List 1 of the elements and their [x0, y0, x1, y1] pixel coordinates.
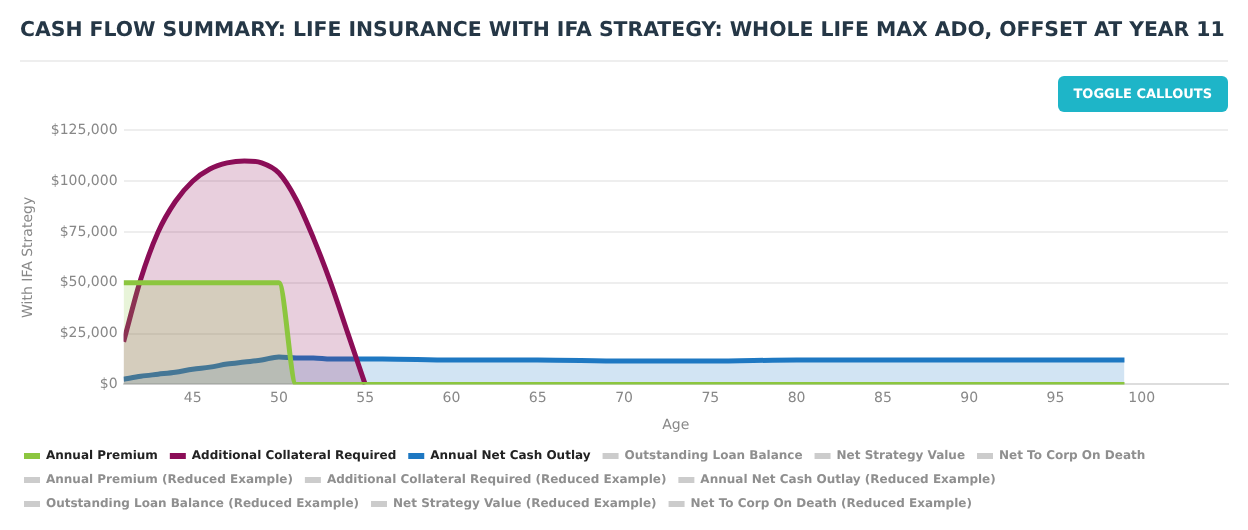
chart-title: CASH FLOW SUMMARY: LIFE INSURANCE WITH IFA STRATEGY: WHOLE LIFE MAX ADO, OFFSET AT YEAR 11 [20, 20, 1225, 42]
